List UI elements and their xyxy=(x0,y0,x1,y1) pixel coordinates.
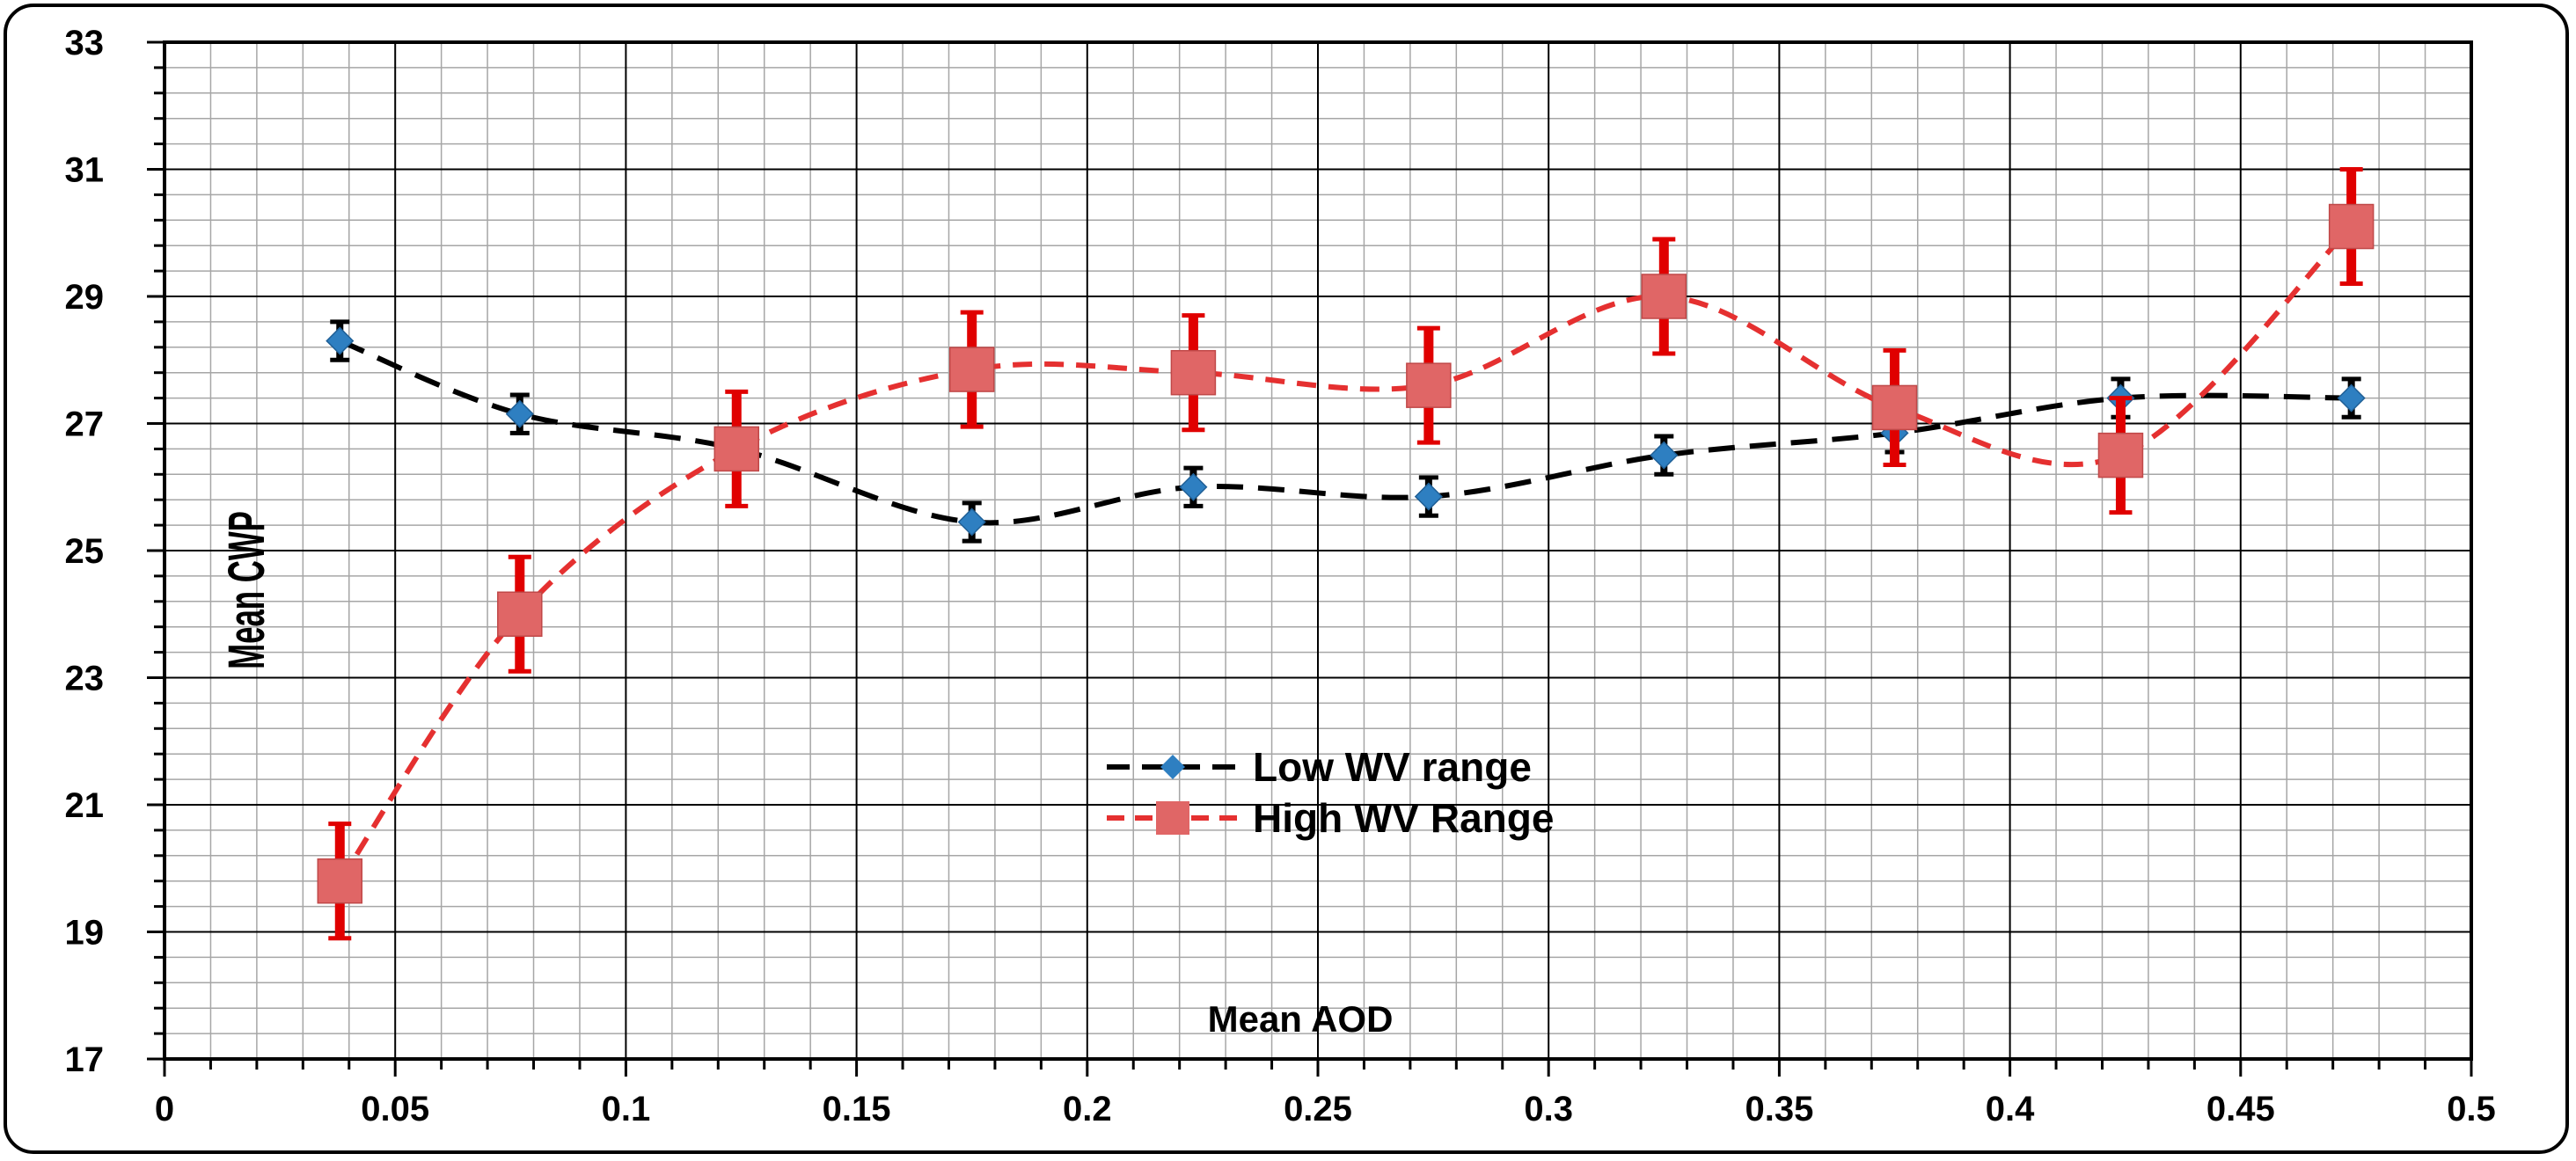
data-point-marker xyxy=(1414,482,1443,511)
legend-marker xyxy=(1156,801,1189,835)
data-point-marker xyxy=(1641,274,1687,319)
legend-item: High WV Range xyxy=(1107,795,1554,841)
x-tick-label: 0.05 xyxy=(361,1090,429,1128)
legend: Low WV range High WV Range xyxy=(1107,744,1554,841)
x-tick-label: 0.35 xyxy=(1745,1090,1813,1128)
data-point-marker xyxy=(948,347,995,392)
y-tick-label: 33 xyxy=(65,24,105,62)
data-point-marker xyxy=(1179,472,1208,501)
data-point-marker xyxy=(1406,362,1452,408)
y-tick-label: 17 xyxy=(65,1041,105,1079)
data-point-marker xyxy=(317,858,363,904)
series-layer xyxy=(317,167,2375,941)
data-point-marker xyxy=(957,507,986,537)
y-tick-label: 29 xyxy=(65,278,105,317)
y-tick-label: 19 xyxy=(65,914,105,953)
data-point-marker xyxy=(2337,383,2366,413)
series-line xyxy=(337,224,2353,883)
data-point-marker xyxy=(326,326,355,355)
x-tick-label: 0.4 xyxy=(1986,1090,2035,1128)
y-axis-tick-labels: 17 19 21 23 25 27 29 31 33 xyxy=(65,24,105,1079)
data-point-marker xyxy=(2328,203,2375,250)
axis-ticks xyxy=(147,40,2473,1077)
x-tick-label: 0.3 xyxy=(1524,1090,1573,1128)
series-high-wv-range xyxy=(317,167,2375,941)
legend-marker xyxy=(1160,755,1185,779)
x-axis-tick-labels: 0 0.05 0.1 0.15 0.2 0.25 0.3 0.35 0.4 0.45 0.5 xyxy=(155,1090,2496,1128)
y-tick-label: 23 xyxy=(65,660,105,698)
y-tick-label: 25 xyxy=(65,532,105,571)
data-point-marker xyxy=(1871,384,1918,431)
legend-label: Low WV range xyxy=(1253,744,1532,790)
legend-label: High WV Range xyxy=(1253,795,1554,841)
x-tick-label: 0.1 xyxy=(602,1090,651,1128)
y-tick-label: 27 xyxy=(65,405,105,444)
x-tick-label: 0.2 xyxy=(1063,1090,1112,1128)
x-tick-label: 0.15 xyxy=(823,1090,891,1128)
x-axis-title: Mean AOD xyxy=(1208,998,1394,1040)
y-tick-label: 21 xyxy=(65,786,105,825)
x-tick-label: 0 xyxy=(155,1090,174,1128)
y-tick-label: 31 xyxy=(65,151,105,190)
data-point-marker xyxy=(1650,441,1679,470)
data-point-marker xyxy=(1170,349,1217,396)
y-axis-title: Mean CWP xyxy=(219,511,275,669)
x-tick-label: 0.5 xyxy=(2447,1090,2496,1128)
series-low-wv-range xyxy=(326,319,2366,544)
legend-item: Low WV range xyxy=(1107,744,1532,790)
series-line xyxy=(339,338,2352,526)
data-point-marker xyxy=(714,426,760,472)
data-point-marker xyxy=(2097,432,2144,478)
data-point-marker xyxy=(505,399,534,428)
data-point-marker xyxy=(497,591,543,637)
x-tick-label: 0.45 xyxy=(2206,1090,2275,1128)
x-tick-label: 0.25 xyxy=(1284,1090,1352,1128)
